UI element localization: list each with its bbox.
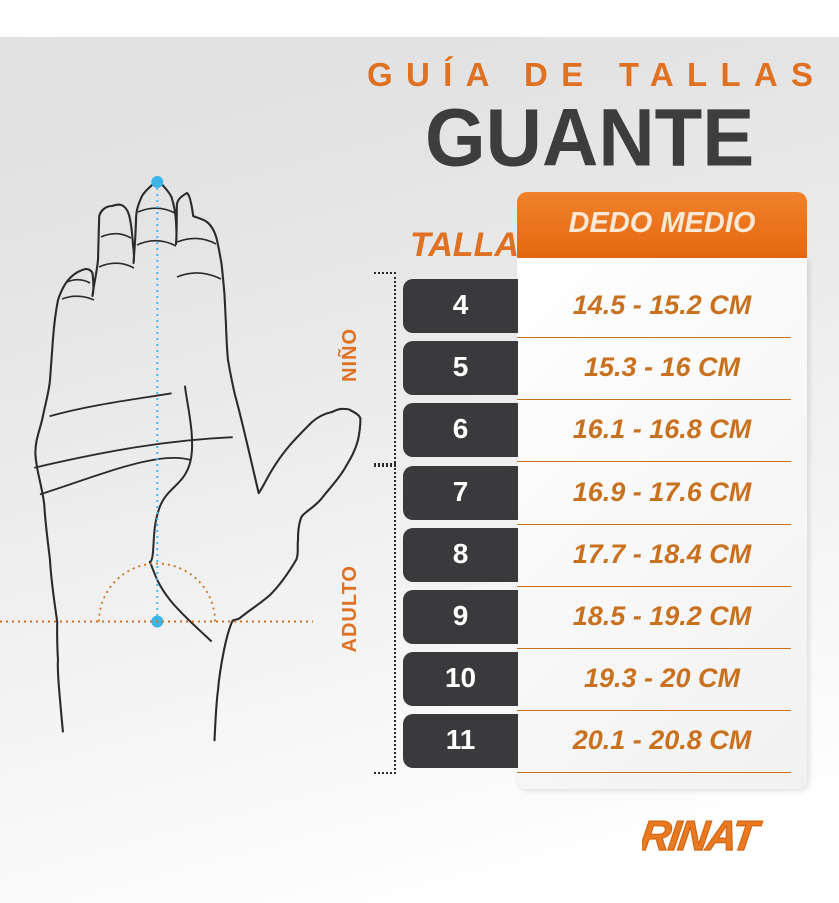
svg-text:RINAT: RINAT (642, 812, 764, 859)
